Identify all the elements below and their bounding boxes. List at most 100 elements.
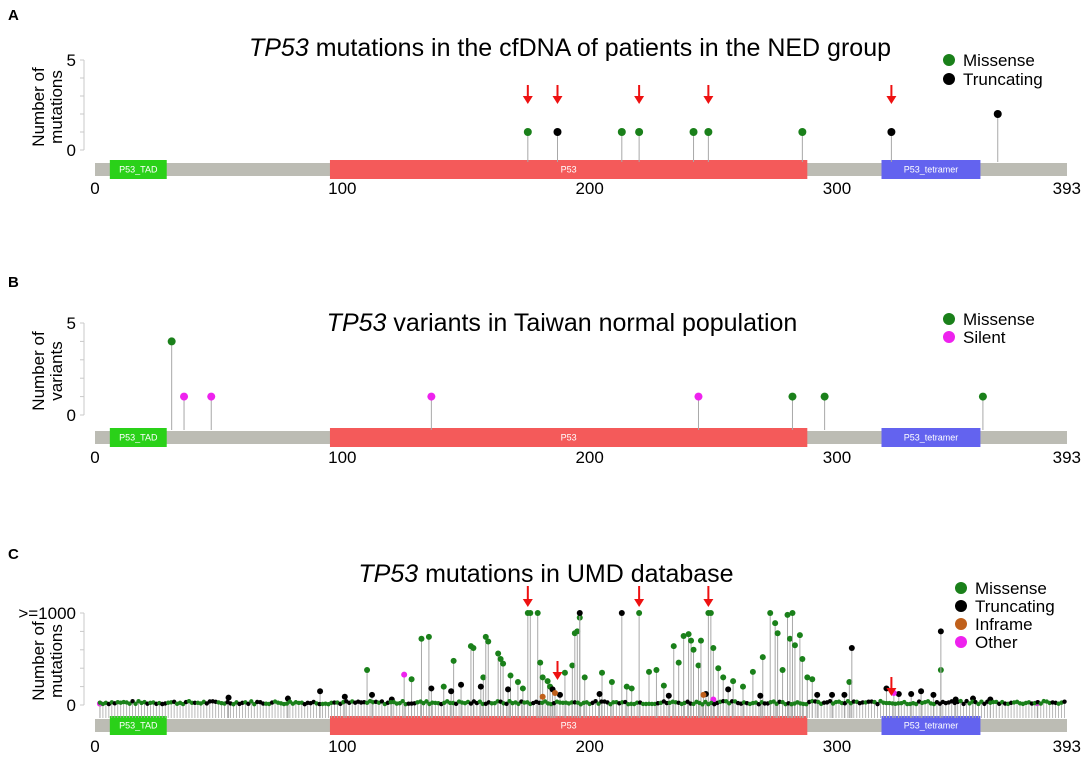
legend-marker-missense <box>943 54 955 66</box>
point-missense <box>804 674 811 681</box>
point-truncating <box>993 110 1002 118</box>
legend-marker-inframe <box>955 618 967 630</box>
hotspot-arrow <box>634 85 645 104</box>
legend-marker-missense <box>955 582 967 594</box>
x-tick-label: 300 <box>823 448 851 467</box>
point-truncating <box>895 690 902 697</box>
point-other <box>401 671 408 678</box>
y-tick-label-max: >=1000 <box>18 604 76 623</box>
hotspot-arrow <box>634 586 645 607</box>
point-missense <box>599 669 606 676</box>
data-points <box>523 110 1002 162</box>
hotspot-arrow <box>886 677 897 696</box>
point-missense <box>846 679 853 685</box>
y-tick-label-zero: 0 <box>67 696 76 715</box>
point-missense <box>799 656 806 662</box>
point-missense <box>537 659 544 666</box>
point-missense <box>418 635 425 642</box>
panel-label: A <box>8 7 19 24</box>
legend-label-truncating: Truncating <box>975 597 1055 616</box>
panel-a: A TP53 mutations in the cfDNA of patients… <box>8 7 1081 198</box>
domain-p53-tetramer-label: P53_tetramer <box>904 721 959 731</box>
point-missense <box>820 392 829 401</box>
x-tick-label: 0 <box>90 737 99 756</box>
point-silent <box>180 392 189 401</box>
background-point <box>964 698 969 704</box>
legend-label-missense: Missense <box>963 51 1035 70</box>
domain-p53-tad <box>109 428 167 447</box>
point-missense <box>798 128 807 136</box>
legend-marker-missense <box>943 313 955 325</box>
legend-label-missense: Missense <box>975 579 1047 598</box>
x-tick-label: 0 <box>90 179 99 198</box>
x-tick-label: 200 <box>575 448 603 467</box>
domain-p53-tad <box>109 160 167 179</box>
point-truncating <box>814 691 821 698</box>
point-silent <box>694 392 703 401</box>
y-axis-label: Number of mutations <box>29 67 66 147</box>
hotspot-arrow <box>886 85 897 104</box>
background-point <box>130 699 135 704</box>
chart-title: TP53 mutations in the cfDNA of patients … <box>249 34 891 62</box>
hotspot-arrow <box>522 586 533 607</box>
point-missense <box>715 665 722 672</box>
background-point <box>913 701 919 707</box>
point-truncating <box>477 683 484 690</box>
point-missense <box>680 633 687 639</box>
x-tick-label: 393 <box>1053 448 1081 467</box>
background-point <box>477 699 483 704</box>
legend-marker-truncating <box>943 73 955 85</box>
domain-p53-label: P53 <box>561 433 577 443</box>
point-truncating <box>576 610 583 616</box>
point-missense <box>710 644 717 651</box>
point-missense <box>784 611 791 618</box>
point-truncating <box>596 690 603 697</box>
domain-p53-tetramer-label: P53_tetramer <box>904 165 959 175</box>
point-missense <box>772 620 779 627</box>
legend-marker-silent <box>943 331 955 343</box>
point-missense <box>689 128 698 136</box>
legend-label-inframe: Inframe <box>975 615 1033 634</box>
point-missense <box>809 676 816 683</box>
domain-p53-tetramer <box>881 428 981 447</box>
background-point <box>827 698 833 704</box>
x-tick-label: 100 <box>328 448 356 467</box>
point-missense <box>497 656 504 662</box>
background-point <box>1038 701 1043 706</box>
x-tick-label: 393 <box>1053 179 1081 198</box>
point-missense <box>617 128 626 136</box>
y-tick-label-zero: 0 <box>67 141 76 160</box>
point-missense <box>574 628 581 635</box>
point-truncating <box>908 690 915 697</box>
point-missense <box>523 128 532 136</box>
point-missense <box>527 610 534 616</box>
point-missense <box>628 685 635 692</box>
point-missense <box>482 633 489 640</box>
point-missense <box>167 337 176 346</box>
y-axis-label-line-2: mutations <box>47 624 66 698</box>
background-point <box>875 701 880 707</box>
point-missense <box>697 637 704 644</box>
panel-label: C <box>8 546 19 563</box>
point-truncating <box>618 610 625 616</box>
point-truncating <box>937 628 944 635</box>
domain-p53-tetramer <box>881 160 981 179</box>
point-missense <box>704 128 713 136</box>
panel-b: B TP53 variants in Taiwan normal populati… <box>8 274 1081 467</box>
point-truncating <box>458 681 465 688</box>
point-missense <box>791 642 798 649</box>
point-truncating <box>505 686 512 693</box>
point-truncating <box>930 691 937 698</box>
x-axis: 0 100 200 300 393 <box>90 448 1081 467</box>
chart-title: TP53 mutations in UMD database <box>358 560 733 588</box>
y-tick-label-zero: 0 <box>67 406 76 425</box>
legend-marker-truncating <box>955 600 967 612</box>
point-missense <box>495 650 502 657</box>
domain-p53 <box>329 716 808 735</box>
point-missense <box>767 610 774 616</box>
point-inframe <box>700 691 707 698</box>
hotspot-arrow <box>552 85 563 104</box>
point-missense <box>364 667 371 674</box>
